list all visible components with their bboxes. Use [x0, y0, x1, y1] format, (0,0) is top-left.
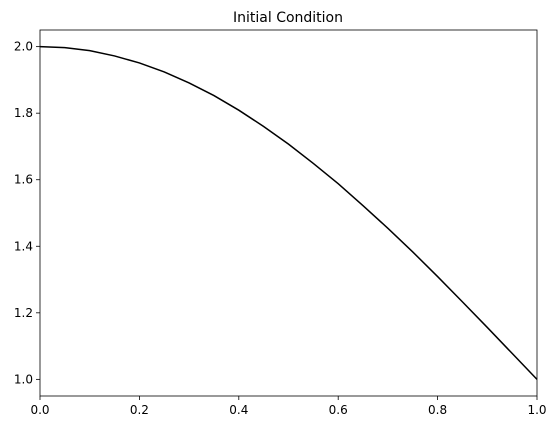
- y-tick-label: 1.8: [14, 106, 33, 120]
- x-tick-label: 0.8: [428, 403, 447, 417]
- y-tick-label: 1.6: [14, 173, 33, 187]
- y-tick-label: 2.0: [14, 40, 33, 54]
- axes-frame: [39, 29, 538, 397]
- x-tick-label: 0.4: [229, 403, 248, 417]
- y-tick-label: 1.0: [14, 372, 33, 386]
- chart-title: Initial Condition: [233, 10, 343, 26]
- x-tick-label: 0.2: [130, 403, 149, 417]
- y-tick-label: 1.4: [14, 239, 33, 253]
- y-tick-label: 1.2: [14, 306, 33, 320]
- x-tick-label: 0.6: [329, 403, 348, 417]
- x-tick-label: 0.0: [30, 403, 49, 417]
- x-tick-label: 1.0: [527, 403, 546, 417]
- line: [39, 45, 538, 380]
